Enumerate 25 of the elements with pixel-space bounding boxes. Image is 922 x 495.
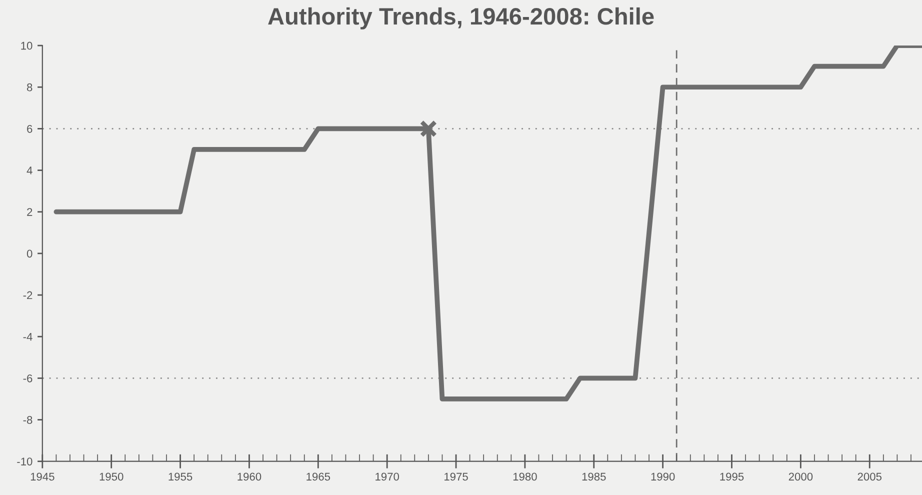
x-tick-label: 1995 <box>720 472 744 481</box>
x-tick-label: 2005 <box>858 472 882 481</box>
y-tick-label: -2 <box>23 291 32 300</box>
y-tick-label: 0 <box>26 250 32 258</box>
x-tick-label: 2000 <box>788 472 813 481</box>
y-tick-label: 10 <box>21 42 32 50</box>
y-tick-label: 6 <box>27 124 32 133</box>
x-tick-label: 1970 <box>376 472 400 481</box>
y-tick-label: 2 <box>27 208 32 216</box>
x-tick-label: 1955 <box>168 472 192 481</box>
y-tick-label: 4 <box>26 166 32 174</box>
x-tick-label: 1975 <box>444 472 468 481</box>
x-tick-label: 1950 <box>100 472 124 481</box>
x-tick-label: 1980 <box>513 472 537 481</box>
chart-title: Authority Trends, 1946-2008: Chile <box>268 7 654 30</box>
x-tick-label: 1965 <box>306 472 330 481</box>
x-tick-label: 1985 <box>582 472 606 481</box>
y-tick-label: -8 <box>23 416 32 424</box>
x-tick-label: 1960 <box>238 472 262 481</box>
x-tick-label: 1990 <box>651 472 675 481</box>
x-tick-label: 1945 <box>30 472 54 481</box>
y-tick-label: -4 <box>23 332 32 341</box>
y-tick-label: -10 <box>17 458 32 466</box>
y-tick-label: -6 <box>23 374 32 382</box>
y-tick-label: 8 <box>26 83 32 92</box>
